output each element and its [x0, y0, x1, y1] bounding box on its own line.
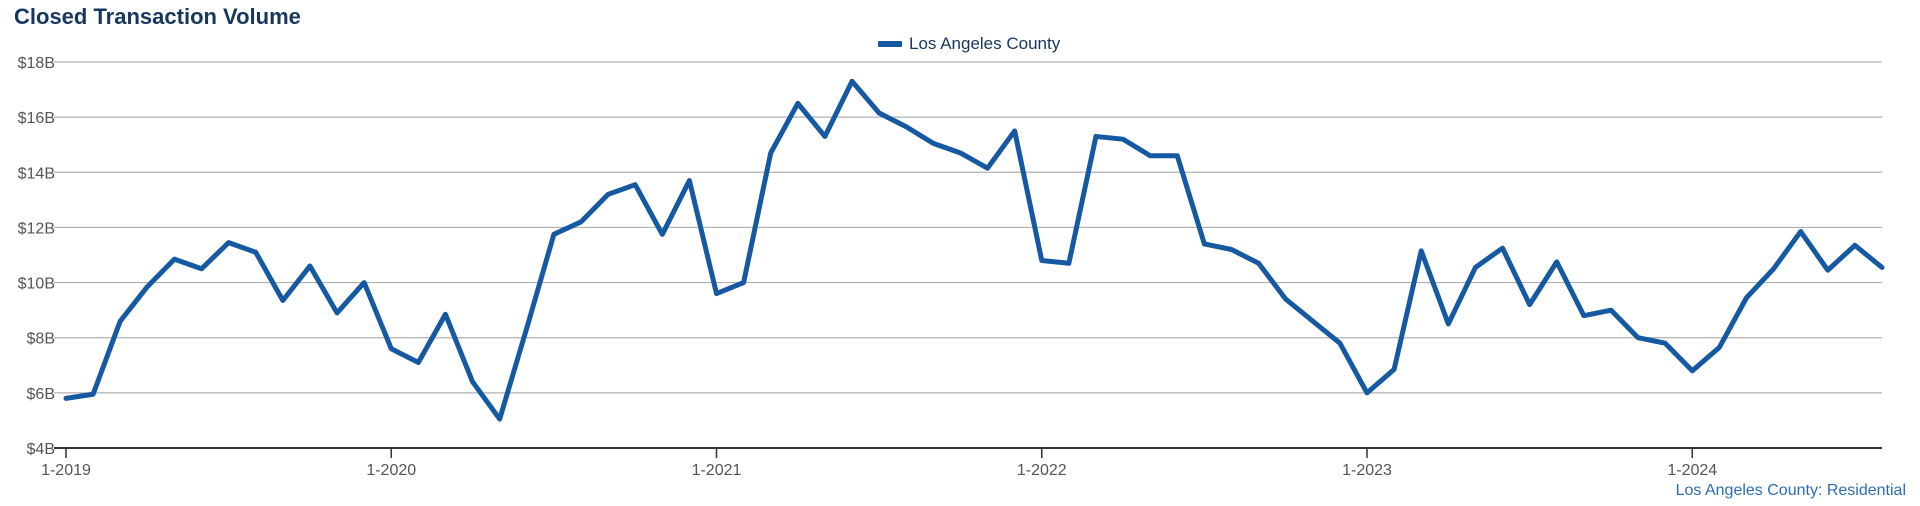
x-tick-label: 1-2020	[366, 462, 416, 479]
chart-title: Closed Transaction Volume	[14, 4, 301, 29]
y-tick-label: $18B	[18, 55, 55, 72]
legend: Los Angeles County	[878, 34, 1060, 54]
legend-swatch	[878, 41, 902, 47]
grid-layer	[54, 61, 1882, 394]
axis-layer: $4B $6B $8B $10B $12B $14B $16B $18B 1-2019 1-202…	[18, 55, 1882, 479]
y-tick-label: $12B	[18, 220, 55, 237]
x-tick-label: 1-2023	[1342, 462, 1392, 479]
source-note: Los Angeles County: Residential	[1675, 482, 1906, 499]
x-tick-label: 1-2019	[41, 462, 91, 479]
series-layer	[63, 78, 1885, 422]
series-line	[63, 78, 1885, 422]
legend-label: Los Angeles County	[909, 34, 1061, 53]
x-tick-label: 1-2024	[1667, 462, 1717, 479]
y-tick-label: $6B	[27, 386, 55, 403]
y-tick-label: $8B	[27, 331, 55, 348]
y-tick-label: $16B	[18, 110, 55, 127]
x-tick-label: 1-2021	[692, 462, 742, 479]
y-tick-label: $10B	[18, 276, 55, 293]
y-tick-label: $4B	[27, 441, 55, 458]
y-tick-label: $14B	[18, 165, 55, 182]
x-tick-label: 1-2022	[1017, 462, 1067, 479]
